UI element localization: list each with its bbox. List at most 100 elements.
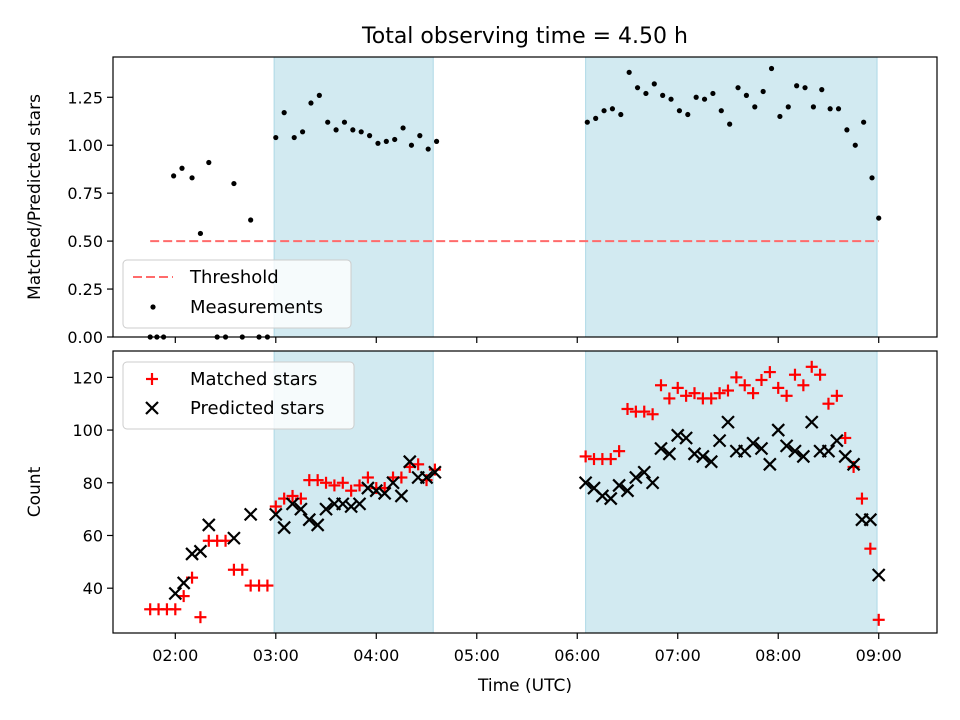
bottom-x-tick-label: 09:00 (856, 646, 902, 665)
top-y-tick-label: 0.75 (67, 184, 103, 203)
matched-star-point (763, 366, 776, 379)
measurement-point (643, 90, 649, 97)
top-y-tick-label: 1.00 (67, 136, 103, 155)
measurement-point (197, 230, 204, 237)
predicted-marker-b (185, 547, 199, 561)
predicted-marker-b (771, 423, 786, 437)
measurement-point (727, 121, 733, 127)
predicted-marker-b (302, 512, 317, 527)
predicted-marker-b (863, 512, 878, 527)
predicted-marker-b (846, 457, 861, 472)
matched-star-point (872, 613, 885, 626)
matched-star-point (328, 479, 341, 492)
predicted-marker-b (654, 441, 668, 456)
predicted-star-point (294, 502, 308, 516)
predicted-star-point (687, 447, 702, 461)
matched-star-point (805, 360, 818, 373)
measurement-point (584, 119, 590, 125)
predicted-marker-b (779, 439, 794, 453)
matched-star-point (839, 431, 852, 444)
measurement-point (835, 106, 842, 112)
top-y-tick-label: 1.25 (67, 88, 103, 107)
measurement-point (273, 134, 279, 141)
measurement-point (869, 175, 875, 181)
matched-star-point (579, 450, 592, 463)
predicted-star-point (269, 507, 283, 522)
predicted-marker-b (746, 436, 760, 451)
bottom-x-tick-label: 03:00 (253, 646, 299, 665)
matched-star-point (663, 392, 676, 405)
matched-star-point (169, 603, 182, 616)
predicted-marker-b (838, 449, 852, 464)
x-axis-label: Time (UTC) (477, 676, 572, 696)
bottom-legend-box (122, 361, 355, 430)
predicted-star-point (603, 491, 618, 506)
matched-star-point (236, 563, 249, 576)
measurement-point (676, 108, 683, 114)
predicted-marker-b (645, 475, 660, 490)
predicted-star-point (168, 586, 183, 601)
measurement-point (777, 113, 783, 120)
measurement-point (425, 146, 431, 152)
measurement-point (876, 215, 882, 221)
predicted-star-point (788, 444, 802, 458)
matched-star-point (747, 387, 760, 400)
predicted-marker-b (712, 433, 727, 448)
matched-star-point (194, 611, 207, 624)
measurement-point (802, 85, 808, 91)
predicted-star-point (361, 481, 375, 495)
measurement-point (291, 134, 297, 141)
predicted-marker-b (637, 465, 652, 480)
predicted-star-point (595, 489, 610, 503)
matched-star-point (822, 397, 835, 410)
predicted-marker-b (336, 497, 350, 511)
predicted-marker-b (754, 441, 769, 456)
predicted-marker-b (603, 491, 618, 506)
matched-star-point (604, 453, 617, 466)
predicted-star-point (369, 483, 384, 498)
predicted-star-point (612, 478, 626, 493)
predicted-marker-b (344, 499, 358, 514)
matched-star-point (855, 492, 868, 505)
bottom-x-tick-label: 08:00 (755, 646, 801, 665)
matched-star-point (705, 392, 718, 405)
matched-star-point (654, 379, 667, 392)
measurements-legend-swatch (150, 304, 156, 310)
measurement-point (350, 127, 356, 133)
predicted-marker-b (620, 483, 635, 498)
measurement-point (375, 140, 381, 146)
measurement-point (609, 106, 616, 112)
predicted-marker-b (587, 481, 601, 495)
measurement-point (248, 217, 254, 223)
predicted-star-point (620, 483, 635, 498)
predicted-marker-b (830, 433, 844, 448)
measurement-point (179, 165, 185, 171)
measurement-point (760, 88, 766, 95)
predicted-star-point (796, 449, 811, 464)
bottom-y-tick-label: 120 (72, 368, 103, 387)
measurement-point (861, 119, 867, 125)
matched-star-point (345, 484, 358, 497)
matched-star-point (336, 476, 349, 489)
predicted-star-point (402, 454, 417, 469)
matched-star-point (219, 534, 232, 547)
predicted-star-point (670, 428, 685, 443)
measurement-point (189, 175, 195, 181)
matched-star-point (671, 381, 684, 394)
measurement-point (358, 129, 364, 135)
predicted-star-point (696, 449, 710, 464)
predicted-star-point (779, 439, 794, 453)
measurement-point (316, 92, 322, 98)
predicted-star-point (243, 507, 258, 522)
predicted-marker-b (243, 507, 258, 522)
chart-title: Total observing time = 4.50 h (361, 24, 688, 49)
predicted-star-point (310, 518, 325, 532)
predicted-star-point (578, 475, 593, 490)
measurement-point (634, 85, 641, 91)
measurement-point (819, 87, 825, 93)
predicted-star-point (394, 489, 409, 503)
predicted-star-point (771, 423, 786, 437)
measurement-point (651, 81, 657, 87)
matched-star-point (311, 474, 324, 487)
predicted-star-point (871, 568, 886, 582)
